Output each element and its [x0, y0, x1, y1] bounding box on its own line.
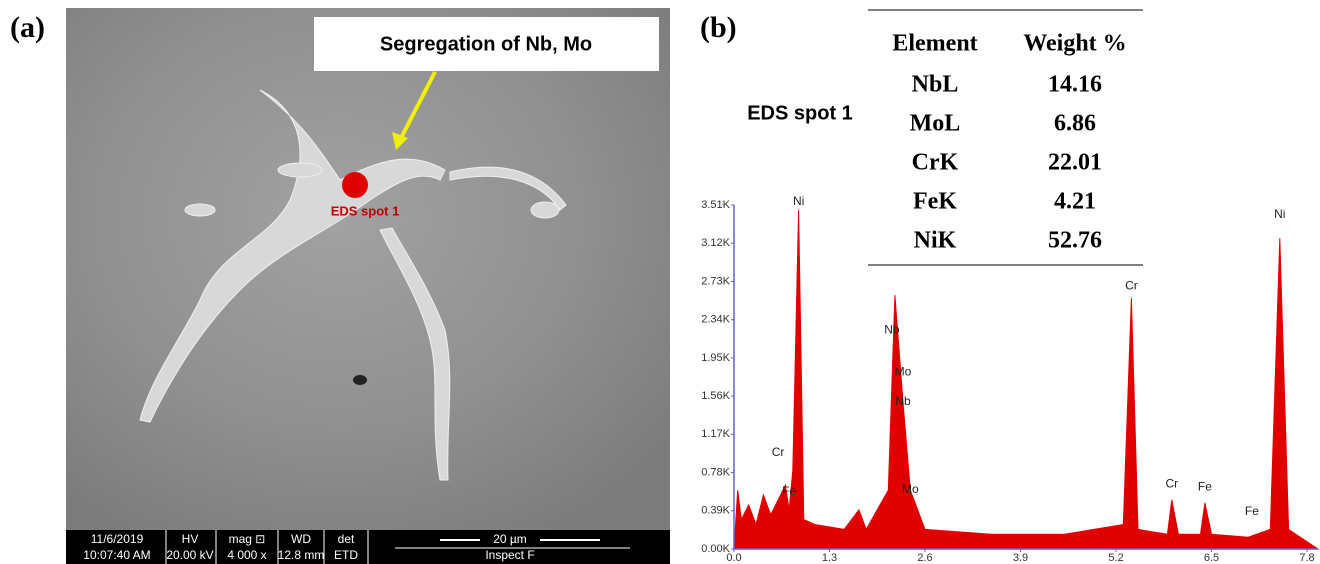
- peak-label: Mo: [895, 365, 912, 379]
- peak-label: Cr: [1165, 476, 1178, 490]
- y-tick-label: 1.95K: [701, 352, 730, 364]
- table-cell: 6.86: [1054, 111, 1096, 137]
- y-tick-label: 0.78K: [701, 466, 730, 478]
- table-cell: NbL: [912, 72, 959, 98]
- info-text: ETD: [334, 548, 358, 562]
- x-tick-label: 5.2: [1108, 552, 1123, 564]
- x-tick-label: 3.9: [1013, 552, 1028, 564]
- info-text: 12.8 mm: [278, 548, 325, 562]
- info-text: HV: [182, 532, 199, 546]
- peak-label: Mo: [902, 482, 919, 496]
- sem-image: [66, 8, 670, 530]
- figure: (a) EDS spot 1 Segregation of Nb, Mo 11/…: [0, 0, 1320, 564]
- table-cell: CrK: [912, 150, 959, 176]
- table-header: Weight %: [1023, 31, 1126, 57]
- panel-label: (b): [700, 11, 737, 44]
- panel-label: (a): [10, 11, 45, 44]
- peak-label: Fe: [1245, 504, 1259, 518]
- peak-label: Nb: [895, 394, 911, 408]
- y-tick-label: 1.56K: [701, 390, 730, 402]
- x-tick-label: 0.0: [726, 552, 741, 564]
- info-text: 10:07:40 AM: [83, 548, 150, 562]
- y-tick-label: 3.12K: [701, 237, 730, 249]
- y-tick-label: 0.39K: [701, 505, 730, 517]
- table-cell: 52.76: [1048, 228, 1102, 254]
- info-text: WD: [291, 532, 311, 546]
- y-tick-label: 3.51K: [701, 199, 730, 211]
- table-cell: 22.01: [1048, 150, 1102, 176]
- table-header: Element: [892, 31, 977, 57]
- table-cell: 14.16: [1048, 72, 1102, 98]
- eds-spot-marker: [342, 172, 368, 198]
- x-tick-label: 6.5: [1204, 552, 1219, 564]
- y-tick-label: 2.34K: [701, 314, 730, 326]
- info-text: det: [338, 532, 355, 546]
- info-text: Inspect F: [485, 548, 534, 562]
- pore: [353, 375, 367, 385]
- peak-label: Nb: [884, 322, 900, 336]
- x-tick-label: 2.6: [917, 552, 932, 564]
- peak-label: Fe: [1198, 479, 1212, 493]
- x-tick-label: 1.3: [822, 552, 837, 564]
- info-text: 4 000 x: [227, 548, 266, 562]
- table-cell: MoL: [910, 111, 961, 137]
- peak-label: Cr: [1125, 278, 1138, 292]
- info-text: 20 µm: [493, 532, 527, 546]
- y-tick-label: 2.73K: [701, 275, 730, 287]
- info-text: mag ⊡: [229, 532, 266, 546]
- peak-label: Fe: [782, 484, 796, 498]
- x-tick-label: 7.8: [1299, 552, 1314, 564]
- info-text: 11/6/2019: [91, 532, 144, 546]
- y-tick-label: 1.17K: [701, 428, 730, 440]
- table-cell: FeK: [913, 189, 957, 215]
- annotation: Segregation of Nb, Mo: [380, 33, 592, 55]
- spot-label: EDS spot 1: [331, 203, 400, 218]
- info-text: 20.00 kV: [166, 548, 213, 562]
- spot-title: EDS spot 1: [747, 102, 853, 124]
- peak-label: Ni: [793, 194, 804, 208]
- table: Element Weight % NbL 14.16 MoL 6.86 CrK 22.01 Fe…: [868, 10, 1143, 265]
- table-cell: 4.21: [1054, 189, 1096, 215]
- table-cell: NiK: [914, 228, 957, 254]
- peak-label: Ni: [1274, 207, 1285, 221]
- peak-label: Cr: [772, 445, 785, 459]
